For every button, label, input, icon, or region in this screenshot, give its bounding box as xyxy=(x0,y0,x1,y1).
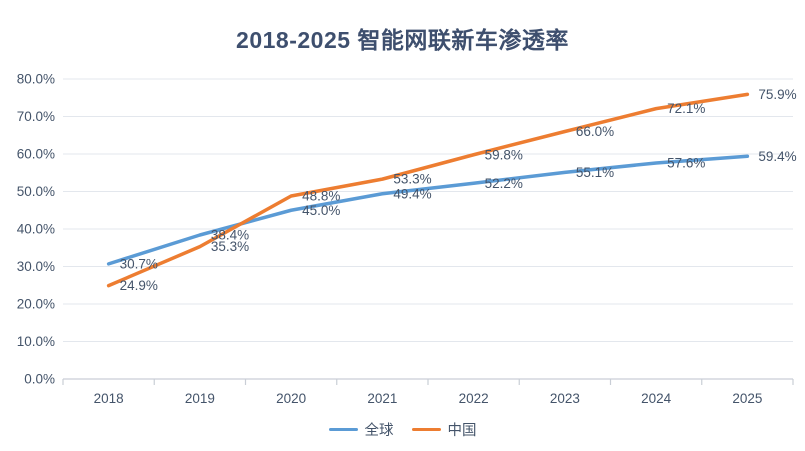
series-line-global xyxy=(106,154,750,266)
data-label-china-2018: 24.9% xyxy=(120,278,158,293)
data-label-china-2020: 48.8% xyxy=(302,189,340,204)
chart-title: 2018-2025 智能网联新车渗透率 xyxy=(236,27,569,53)
x-tick-label: 2022 xyxy=(459,391,489,406)
x-tick-label: 2020 xyxy=(276,391,306,406)
legend-label-china: 中国 xyxy=(447,423,477,439)
y-tick-label: 20.0% xyxy=(17,297,55,312)
data-label-china-2021: 53.3% xyxy=(393,172,431,187)
x-tick-label: 2024 xyxy=(641,391,672,406)
data-label-global-2018: 30.7% xyxy=(120,256,158,271)
data-label-global-2021: 49.4% xyxy=(393,186,431,201)
y-tick-label: 80.0% xyxy=(17,72,55,87)
data-label-global-2024: 57.6% xyxy=(667,156,705,171)
legend-item-global: 全球 xyxy=(328,419,394,440)
y-tick-label: 70.0% xyxy=(17,109,55,124)
legend-item-china: 中国 xyxy=(411,419,477,440)
y-tick-label: 30.0% xyxy=(17,259,55,274)
data-label-global-2023: 55.1% xyxy=(576,165,614,180)
data-label-china-2022: 59.8% xyxy=(485,147,523,162)
data-label-global-2020: 45.0% xyxy=(302,203,340,218)
legend-label-global: 全球 xyxy=(364,423,394,439)
y-tick-label: 60.0% xyxy=(17,147,55,162)
data-label-china-2025: 75.9% xyxy=(758,87,796,102)
data-label-china-2024: 72.1% xyxy=(667,101,705,116)
series-line-china xyxy=(106,92,750,288)
chart-legend: 全球 中国 xyxy=(0,419,805,440)
legend-line-swatch-global xyxy=(328,427,358,432)
y-tick-label: 50.0% xyxy=(17,184,55,199)
data-label-global-2019: 38.4% xyxy=(211,228,249,243)
data-label-china-2023: 66.0% xyxy=(576,124,614,139)
legend-line-swatch-china xyxy=(411,427,441,432)
x-tick-label: 2018 xyxy=(94,391,124,406)
x-tick-label: 2025 xyxy=(732,391,762,406)
y-tick-label: 0.0% xyxy=(24,372,55,387)
data-label-china-2019: 35.3% xyxy=(211,239,249,254)
y-tick-label: 10.0% xyxy=(17,334,55,349)
x-tick-label: 2019 xyxy=(185,391,215,406)
y-tick-label: 40.0% xyxy=(17,222,55,237)
x-tick-label: 2023 xyxy=(550,391,580,406)
data-label-global-2025: 59.4% xyxy=(758,149,796,164)
x-tick-label: 2021 xyxy=(367,391,397,406)
data-label-global-2022: 52.2% xyxy=(485,176,523,191)
